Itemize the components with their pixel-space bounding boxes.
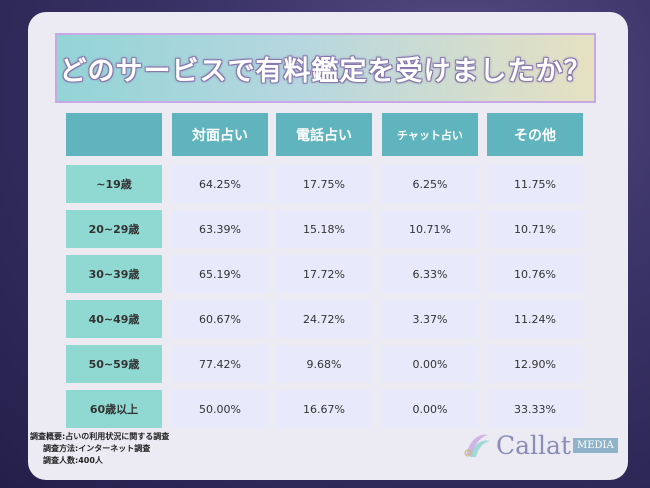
table-cell: 10.71% xyxy=(382,210,478,248)
table-cell: 11.24% xyxy=(487,300,583,338)
row-header-50s: 50~59歳 xyxy=(66,345,162,383)
table-cell: 15.18% xyxy=(276,210,372,248)
table-cell: 24.72% xyxy=(276,300,372,338)
table-cell: 6.33% xyxy=(382,255,478,293)
table-cell: 64.25% xyxy=(172,165,268,203)
survey-footnote: 調査概要:占いの利用状況に関する調査 調査方法:インターネット調査 調査人数:4… xyxy=(30,431,169,467)
table-cell: 33.33% xyxy=(487,390,583,428)
table-cell: 10.71% xyxy=(487,210,583,248)
footnote-overview: 調査概要:占いの利用状況に関する調査 xyxy=(30,432,170,441)
table-cell: 63.39% xyxy=(172,210,268,248)
table-cell: 50.00% xyxy=(172,390,268,428)
column-header-face: 対面占い xyxy=(172,113,268,156)
table-cell: 0.00% xyxy=(382,345,478,383)
column-header-phone: 電話占い xyxy=(276,113,372,156)
table-cell: 3.37% xyxy=(382,300,478,338)
logo-wordmark: Callat xyxy=(496,430,571,460)
title-banner: どのサービスで有料鑑定を受けましたか？ xyxy=(55,33,596,103)
table-cell: 65.19% xyxy=(172,255,268,293)
page-title: どのサービスで有料鑑定を受けましたか？ xyxy=(59,55,592,87)
table-cell: 12.90% xyxy=(487,345,583,383)
table-cell: 10.76% xyxy=(487,255,583,293)
column-header-chat: チャット占い xyxy=(382,113,478,156)
row-header-30s: 30~39歳 xyxy=(66,255,162,293)
row-header-under-19: ~19歳 xyxy=(66,165,162,203)
footnote-method: 調査方法:インターネット調査 xyxy=(43,444,151,453)
table-cell: 11.75% xyxy=(487,165,583,203)
table-corner xyxy=(66,113,162,156)
table-cell: 16.67% xyxy=(276,390,372,428)
table-cell: 17.75% xyxy=(276,165,372,203)
logo-badge: MEDIA xyxy=(572,437,618,453)
table-cell: 77.42% xyxy=(172,345,268,383)
logo-emblem-icon xyxy=(464,434,490,457)
row-header-20s: 20~29歳 xyxy=(66,210,162,248)
table-cell: 17.72% xyxy=(276,255,372,293)
column-header-other: その他 xyxy=(487,113,583,156)
footnote-respondents: 調査人数:400人 xyxy=(43,456,103,465)
callat-media-logo: Callat MEDIA xyxy=(460,428,620,462)
table-cell: 6.25% xyxy=(382,165,478,203)
table-cell: 0.00% xyxy=(382,390,478,428)
row-header-40s: 40~49歳 xyxy=(66,300,162,338)
row-header-60-plus: 60歳以上 xyxy=(66,390,162,428)
table-cell: 60.67% xyxy=(172,300,268,338)
table-cell: 9.68% xyxy=(276,345,372,383)
